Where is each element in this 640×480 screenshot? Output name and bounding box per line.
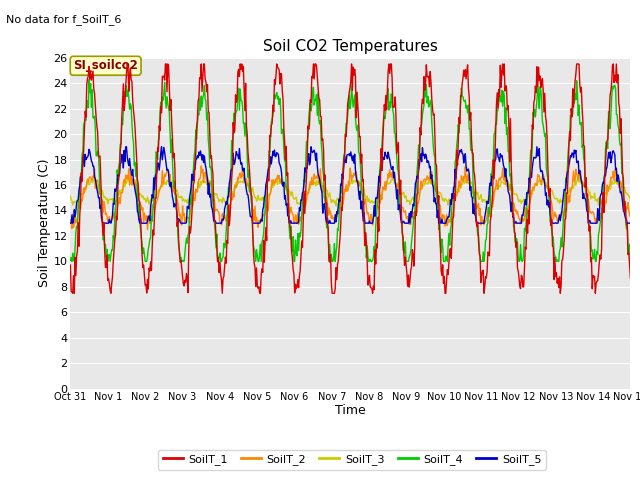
Title: Soil CO2 Temperatures: Soil CO2 Temperatures [263, 39, 438, 54]
X-axis label: Time: Time [335, 404, 366, 417]
Text: SI_soilco2: SI_soilco2 [73, 59, 138, 72]
Y-axis label: Soil Temperature (C): Soil Temperature (C) [38, 159, 51, 288]
Legend: SoilT_1, SoilT_2, SoilT_3, SoilT_4, SoilT_5: SoilT_1, SoilT_2, SoilT_3, SoilT_4, Soil… [158, 450, 546, 469]
Text: No data for f_SoilT_6: No data for f_SoilT_6 [6, 14, 122, 25]
